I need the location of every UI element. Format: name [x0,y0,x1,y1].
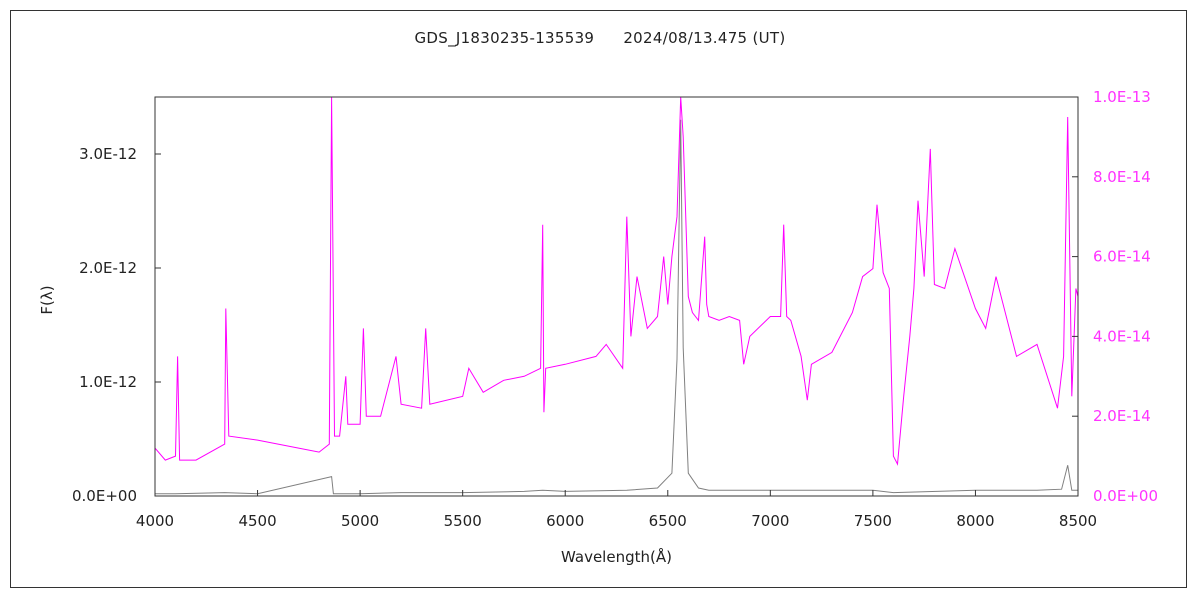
y-left-tick-label: 0.0E+00 [72,487,137,505]
y-right-tick-label: 0.0E+00 [1093,487,1158,505]
x-tick-label: 8000 [956,512,994,530]
x-tick-label: 7000 [751,512,789,530]
chart-title: GDS_J1830235-135539 2024/08/13.475 (UT) [0,29,1200,47]
spectra-layer [154,96,1079,495]
tick-layer: 4000 4500 5000 5500 6000 6500 7000 7500 8000 8500… [72,88,1158,530]
x-tick-label: 6500 [649,512,687,530]
x-tick-label: 5000 [341,512,379,530]
spectrum-line-main [155,119,1078,495]
y-right-tick-label: 1.0E-13 [1093,88,1151,106]
title-observation-date: 2024/08/13.475 (UT) [623,29,786,47]
y-right-tick-label: 8.0E-14 [1093,168,1151,186]
x-axis-label: Wavelength(Å) [561,547,672,566]
x-tick-label: 5500 [444,512,482,530]
y-left-tick-label: 3.0E-12 [79,145,137,163]
y-left-tick-label: 2.0E-12 [79,259,137,277]
y-axis-label: F(λ) [38,285,56,314]
chart-frame [10,10,1187,588]
spectrum-line-scaled [154,96,1079,466]
y-right-tick-label: 6.0E-14 [1093,248,1151,266]
x-tick-label: 8500 [1059,512,1097,530]
plot-area-border [154,96,1079,497]
y-left-tick-label: 1.0E-12 [79,373,137,391]
x-tick-label: 4000 [136,512,174,530]
x-tick-label: 4500 [238,512,276,530]
y-right-tick-label: 2.0E-14 [1093,407,1151,425]
x-tick-label: 7500 [854,512,892,530]
title-object-name: GDS_J1830235-135539 [414,29,595,47]
x-tick-label: 6000 [546,512,584,530]
y-right-tick-label: 4.0E-14 [1093,327,1151,345]
